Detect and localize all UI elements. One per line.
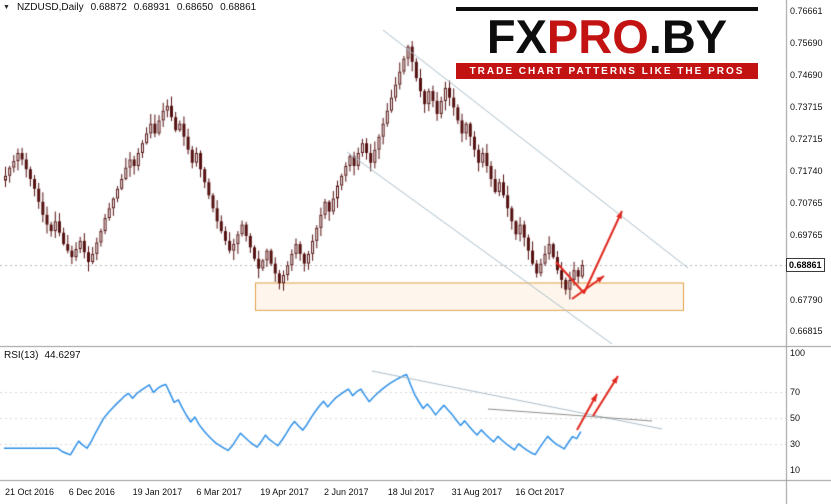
logo-tagline: TRADE CHART PATTERNS LIKE THE PROS	[456, 63, 758, 80]
logo-fx: FX	[486, 10, 547, 63]
rsi-value: 44.6297	[44, 350, 81, 361]
price-tick-label: 0.66815	[790, 326, 823, 337]
ohlc-close: 0.68861	[220, 2, 257, 13]
ohlc-high: 0.68931	[133, 2, 170, 13]
rsi-tick-label: 50	[790, 413, 801, 423]
date-tick-label: 19 Jan 2017	[132, 487, 183, 497]
price-tick-label: 0.73715	[790, 101, 823, 112]
logo-top-bar	[456, 7, 758, 11]
date-tick-label: 6 Dec 2016	[68, 487, 115, 497]
current-price-tag: 0.68861	[786, 257, 825, 272]
price-tick-label: 0.67790	[790, 294, 823, 305]
date-tick-label: 18 Jul 2017	[387, 487, 435, 497]
price-tick-label: 0.75690	[790, 37, 823, 48]
price-tick-label: 0.72715	[790, 134, 823, 145]
fxpro-logo: FXPRO.BY TRADE CHART PATTERNS LIKE THE P…	[456, 7, 758, 80]
date-tick-label: 2 Jun 2017	[324, 487, 369, 497]
rsi-tick-label: 70	[790, 387, 801, 397]
price-tick-label: 0.71740	[790, 166, 823, 177]
symbol-timeframe: NZDUSD,Daily	[16, 2, 84, 13]
ohlc-low: 0.68650	[176, 2, 214, 13]
date-tick-label: 19 Apr 2017	[260, 487, 309, 497]
symbol-marker-icon: ▼	[3, 4, 10, 11]
rsi-tick-label: 10	[790, 465, 801, 475]
date-tick-label: 6 Mar 2017	[196, 487, 242, 497]
logo-by: .BY	[648, 10, 728, 63]
price-tick-label: 0.74690	[790, 70, 823, 81]
logo-wordmark: FXPRO.BY	[456, 12, 758, 61]
price-tick-label: 0.70765	[790, 197, 823, 208]
ohlc-header: ▼ NZDUSD,Daily 0.68872 0.68931 0.68650 0…	[3, 2, 256, 13]
date-tick-label: 21 Oct 2016	[5, 487, 55, 497]
date-tick-label: 31 Aug 2017	[451, 487, 503, 497]
price-tick-label: 0.76661	[790, 6, 823, 17]
date-tick-label: 16 Oct 2017	[515, 487, 565, 497]
ohlc-open: 0.68872	[90, 2, 127, 13]
rsi-tick-label: 100	[790, 348, 806, 358]
price-tick-label: 0.69765	[790, 230, 823, 241]
rsi-tick-label: 30	[790, 439, 801, 449]
rsi-name: RSI(13)	[4, 350, 39, 361]
logo-pro: PRO	[546, 10, 649, 63]
rsi-indicator-label: RSI(13) 44.6297	[4, 350, 81, 361]
